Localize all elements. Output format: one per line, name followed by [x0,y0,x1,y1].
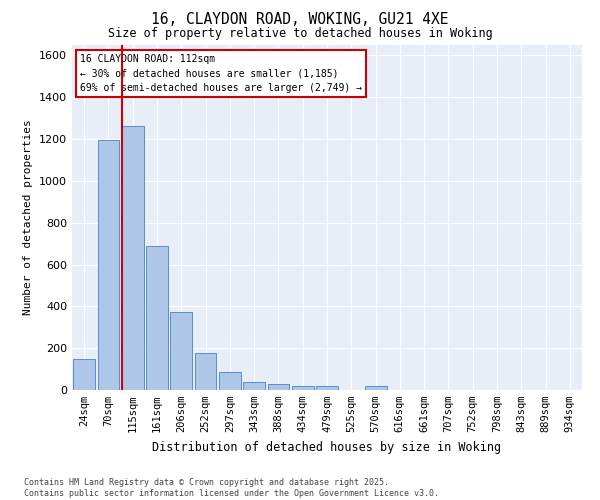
Text: 16 CLAYDON ROAD: 112sqm
← 30% of detached houses are smaller (1,185)
69% of semi: 16 CLAYDON ROAD: 112sqm ← 30% of detache… [80,54,362,93]
Text: 16, CLAYDON ROAD, WOKING, GU21 4XE: 16, CLAYDON ROAD, WOKING, GU21 4XE [151,12,449,28]
Bar [122,126,143,390]
Bar [97,140,119,390]
Text: Size of property relative to detached houses in Woking: Size of property relative to detached ho… [107,28,493,40]
Bar [365,386,386,390]
Bar [292,386,314,390]
X-axis label: Distribution of detached houses by size in Woking: Distribution of detached houses by size … [152,440,502,454]
Text: Contains HM Land Registry data © Crown copyright and database right 2025.
Contai: Contains HM Land Registry data © Crown c… [24,478,439,498]
Bar [243,382,265,390]
Bar [170,312,192,390]
Bar [316,386,338,390]
Bar [219,372,241,390]
Bar [73,358,95,390]
Y-axis label: Number of detached properties: Number of detached properties [23,120,34,316]
Bar [146,246,168,390]
Bar [268,384,289,390]
Bar [194,354,217,390]
